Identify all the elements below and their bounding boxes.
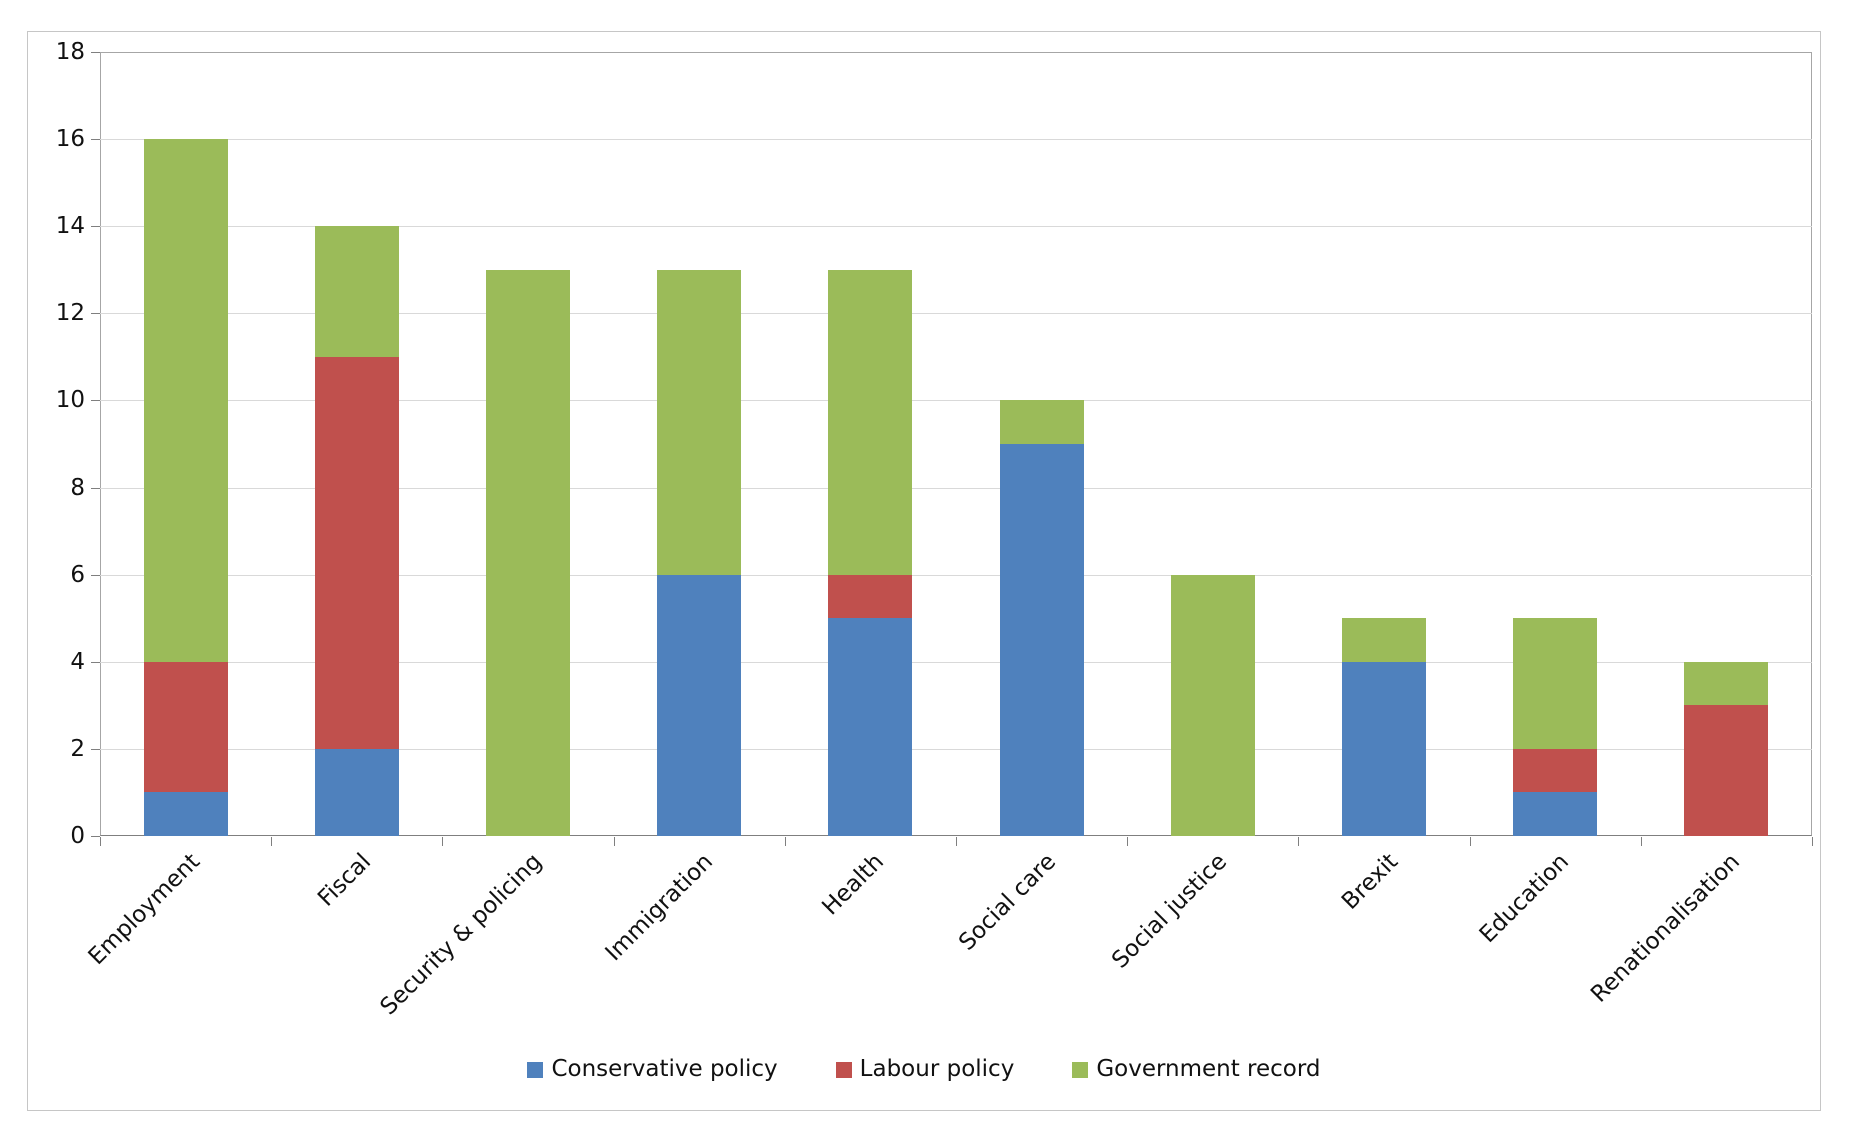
bar-segment-conservative-policy-employment [143, 792, 228, 836]
y-axis-tick-label: 4 [70, 648, 85, 675]
y-axis-tick-label: 6 [70, 561, 85, 588]
bar-segment-government-record-employment [143, 139, 228, 662]
bar-segment-conservative-policy-health [828, 618, 913, 836]
x-axis-tick-mark [956, 837, 957, 846]
y-axis-tick-label: 2 [70, 735, 85, 762]
legend-item-labour-policy: Labour policy [835, 1056, 1015, 1082]
x-axis-tick-mark [100, 837, 101, 846]
legend: Conservative policy Labour policy Governme… [28, 1056, 1820, 1082]
y-axis-tick-mark [91, 574, 100, 576]
bar-segment-labour-policy-renationalisation [1684, 705, 1769, 836]
x-axis-tick-mark [1469, 837, 1471, 846]
gridline [100, 748, 1812, 750]
bar-segment-labour-policy-employment [143, 661, 228, 793]
y-axis-tick-label: 16 [55, 126, 85, 153]
y-axis-tick-mark [91, 400, 100, 402]
bar-segment-labour-policy-fiscal [314, 356, 399, 749]
y-axis-tick-mark [91, 313, 100, 315]
bar-segment-conservative-policy-brexit [1342, 661, 1426, 836]
legend-swatch [527, 1062, 544, 1078]
bar-segment-labour-policy-health [828, 574, 913, 619]
gridline [100, 313, 1812, 315]
bar-segment-government-record-education [1513, 618, 1598, 749]
legend-item-conservative-policy: Conservative policy [527, 1056, 778, 1082]
x-axis-tick-mark [442, 837, 444, 846]
gridline [100, 487, 1812, 489]
bar-segment-government-record-social-justice [1170, 574, 1255, 836]
gridline [100, 661, 1812, 663]
y-axis-tick-mark [91, 226, 100, 228]
y-axis-tick-mark [91, 52, 100, 53]
x-axis-tick-mark [1127, 837, 1129, 846]
y-axis-tick-label: 12 [55, 300, 85, 327]
y-axis-tick-mark [91, 748, 100, 750]
x-axis-tick-mark [1298, 837, 1300, 846]
bar-segment-government-record-fiscal [314, 226, 399, 357]
x-axis-tick-mark [1640, 837, 1642, 846]
y-axis-tick-mark [91, 487, 100, 489]
legend-label: Government record [1096, 1056, 1321, 1082]
bar-segment-government-record-immigration [657, 269, 742, 575]
y-axis-tick-label: 0 [70, 823, 85, 849]
x-axis-tick-mark [784, 837, 786, 846]
y-axis-tick-mark [91, 139, 100, 141]
x-axis-tick-mark [271, 837, 273, 846]
bar-segment-conservative-policy-fiscal [314, 748, 399, 836]
gridline [100, 139, 1812, 141]
bar-segment-government-record-renationalisation [1684, 661, 1769, 706]
legend-swatch [835, 1062, 852, 1078]
x-axis-tick-mark [613, 837, 615, 846]
legend-item-government-record: Government record [1072, 1056, 1321, 1082]
bar-segment-government-record-brexit [1342, 618, 1426, 662]
y-axis-tick-label: 14 [55, 213, 85, 240]
legend-label: Conservative policy [551, 1056, 778, 1082]
bar-segment-government-record-health [828, 269, 913, 575]
gridline [100, 574, 1812, 576]
legend-swatch [1072, 1062, 1089, 1078]
chart-frame: Conservative policy Labour policy Governme… [27, 31, 1821, 1111]
bar-segment-labour-policy-education [1513, 748, 1598, 793]
gridline [100, 226, 1812, 228]
x-axis-tick-mark [1812, 837, 1813, 846]
bar-segment-government-record-security-policing [486, 269, 570, 836]
bar-segment-government-record-social-care [999, 400, 1084, 444]
bar-segment-conservative-policy-immigration [657, 574, 742, 836]
bar-segment-conservative-policy-education [1513, 792, 1598, 836]
y-axis-tick-mark [91, 836, 100, 837]
y-axis-tick-label: 8 [70, 474, 85, 501]
gridline [100, 400, 1812, 402]
y-axis-tick-label: 18 [55, 39, 85, 65]
y-axis-tick-label: 10 [55, 387, 85, 414]
bar-segment-conservative-policy-social-care [999, 444, 1084, 836]
legend-label: Labour policy [859, 1056, 1015, 1082]
y-axis-tick-mark [91, 661, 100, 663]
